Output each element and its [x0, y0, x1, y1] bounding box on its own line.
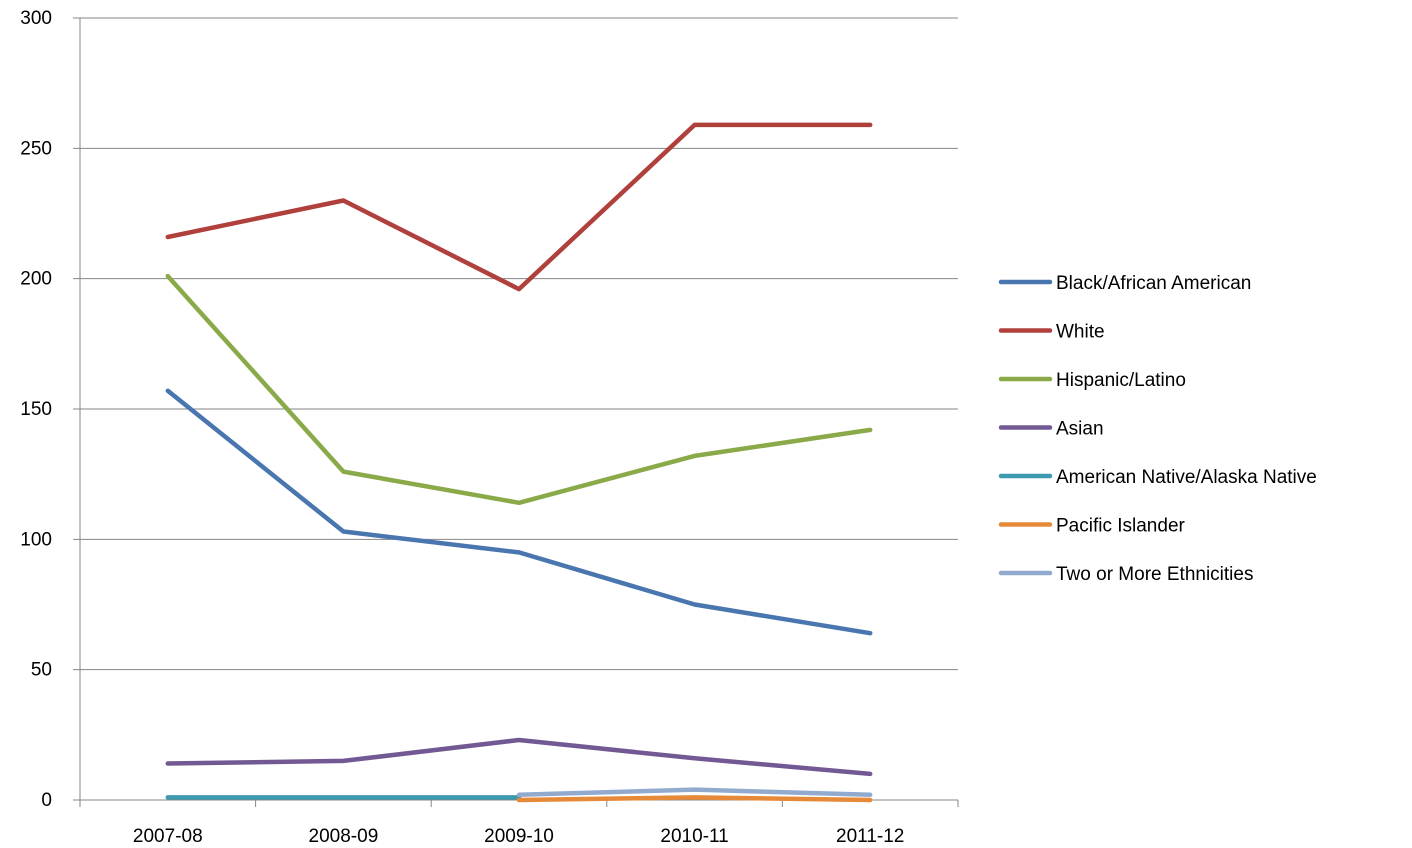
- gridlines: [73, 17, 958, 801]
- x-axis-ticks: 2007-08 2008-09 2009-10 2010-11 2011-12: [79, 800, 959, 847]
- y-tick-label: 150: [20, 399, 52, 420]
- series-line-3: [165, 737, 873, 777]
- series-line-5: [516, 795, 873, 803]
- legend-label: Black/African American: [1056, 273, 1251, 294]
- x-tick-label: 2007-08: [133, 826, 203, 847]
- axes: [79, 18, 958, 807]
- y-tick-label: 250: [20, 138, 52, 159]
- legend-label: Asian: [1056, 419, 1104, 440]
- legend-label: White: [1056, 322, 1105, 343]
- y-tick-label: 0: [41, 790, 52, 811]
- y-tick-label: 200: [20, 269, 52, 290]
- series-line-6: [516, 787, 873, 798]
- legend-label: Two or More Ethnicities: [1056, 564, 1253, 585]
- legend: Black/African American White Hispanic/Lati…: [998, 273, 1317, 585]
- series-line-1: [165, 122, 873, 292]
- y-axis-ticks: 0 50 100 150 200 250 300: [20, 8, 52, 811]
- legend-label: Pacific Islander: [1056, 516, 1186, 537]
- x-tick-label: 2008-09: [309, 826, 379, 847]
- series-lines: [165, 122, 873, 803]
- x-tick-label: 2010-11: [660, 826, 728, 847]
- y-tick-label: 50: [31, 660, 52, 681]
- x-tick-label: 2009-10: [484, 826, 554, 847]
- y-tick-label: 300: [20, 8, 52, 29]
- series-line-0: [165, 388, 873, 636]
- legend-label: Hispanic/Latino: [1056, 370, 1186, 391]
- y-tick-label: 100: [20, 529, 52, 550]
- x-tick-label: 2011-12: [836, 826, 904, 847]
- legend-label: American Native/Alaska Native: [1056, 467, 1317, 488]
- series-line-2: [165, 273, 873, 506]
